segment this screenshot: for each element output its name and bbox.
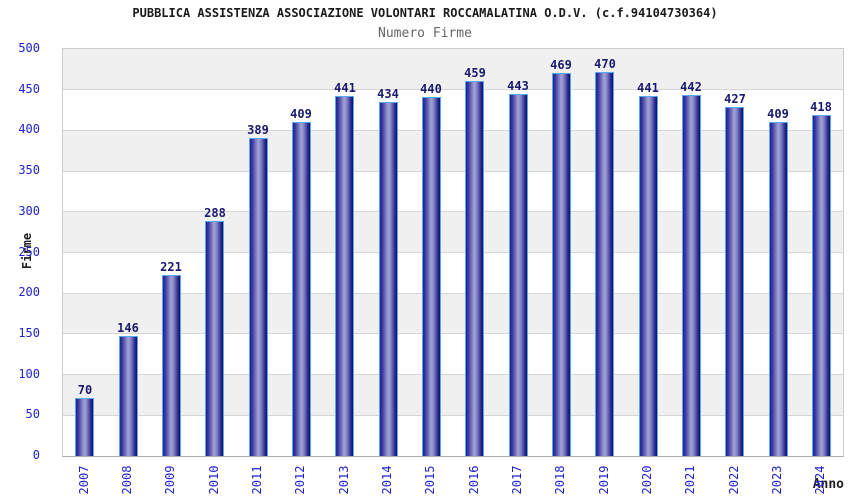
bar [335,96,354,456]
x-tick-label: 2012 [293,465,307,495]
bar-value-label: 440 [420,82,442,96]
y-tick-label: 200 [18,285,40,300]
x-axis-label: Anno [812,477,844,492]
bar-value-label: 441 [637,81,659,95]
bar [639,96,658,456]
bar [249,138,268,456]
bar-value-label: 409 [767,107,789,121]
x-tick-label: 2009 [163,465,177,495]
x-tick-label: 2019 [597,465,611,495]
bar [162,275,181,456]
bar [552,73,571,456]
y-tick-label: 100 [18,366,40,381]
x-tick-label: 2018 [553,465,567,495]
plot-area: 70 146 221 288 389 409 441 434 440 459 443 469 470 44… [62,48,844,457]
bar-value-label: 389 [247,123,269,137]
y-tick-label: 350 [18,163,40,178]
bar [812,115,831,456]
x-tick-label: 2013 [337,465,351,495]
bar-value-label: 443 [507,79,529,93]
y-tick-label: 0 [32,448,40,462]
bar [119,336,138,456]
bar [595,72,614,456]
bar [509,94,528,456]
gridline [63,89,843,91]
gridline [63,170,843,172]
bar-value-label: 470 [594,57,616,71]
x-tick-label: 2023 [770,465,784,495]
bar [75,398,94,456]
y-tick-label: 450 [18,81,40,96]
y-tick-label: 500 [18,41,40,55]
bar-value-label: 434 [377,87,399,101]
gridline [63,129,843,131]
gridline [63,333,843,335]
x-tick-label: 2022 [727,465,741,495]
y-tick-label: 400 [18,122,40,137]
x-tick-label: 2007 [77,465,91,495]
bar-value-label: 288 [204,206,226,220]
x-tick-label: 2017 [510,465,524,495]
chart-title: PUBBLICA ASSISTENZA ASSOCIAZIONE VOLONTA… [132,6,718,20]
gridline [63,252,843,253]
x-tick-label: 2020 [640,465,654,495]
bar-value-label: 441 [334,81,356,95]
bar-value-label: 442 [680,80,702,94]
bar [769,122,788,456]
bar-value-label: 70 [77,383,93,397]
y-tick-label: 250 [18,244,40,259]
bar [205,221,224,456]
gridline [63,292,843,294]
bar-value-label: 459 [464,66,486,80]
x-tick-label: 2024 [813,465,827,495]
x-tick-label: 2008 [120,465,134,495]
bar [379,102,398,456]
gridline [63,374,843,376]
x-tick-label: 2011 [250,465,264,495]
x-tick-label: 2014 [380,465,394,495]
bar-value-label: 418 [810,100,832,114]
gridline [63,414,843,416]
bar-value-label: 427 [724,92,746,106]
x-tick-label: 2021 [683,465,697,495]
chart-subtitle: Numero Firme [378,26,472,41]
bar-value-label: 221 [160,260,182,274]
bar [292,122,311,456]
x-tick-label: 2010 [207,465,221,495]
bar-value-label: 409 [290,107,312,121]
bar [682,95,701,456]
bar-value-label: 146 [117,321,139,335]
gridline [63,211,843,213]
bar [465,81,484,456]
y-tick-label: 50 [25,407,40,422]
x-tick-label: 2016 [467,465,481,495]
bar [422,97,441,456]
bar-value-label: 469 [550,58,572,72]
x-tick-label: 2015 [423,465,437,495]
bar [725,107,744,456]
y-tick-label: 150 [18,325,40,340]
y-tick-label: 300 [18,203,40,218]
